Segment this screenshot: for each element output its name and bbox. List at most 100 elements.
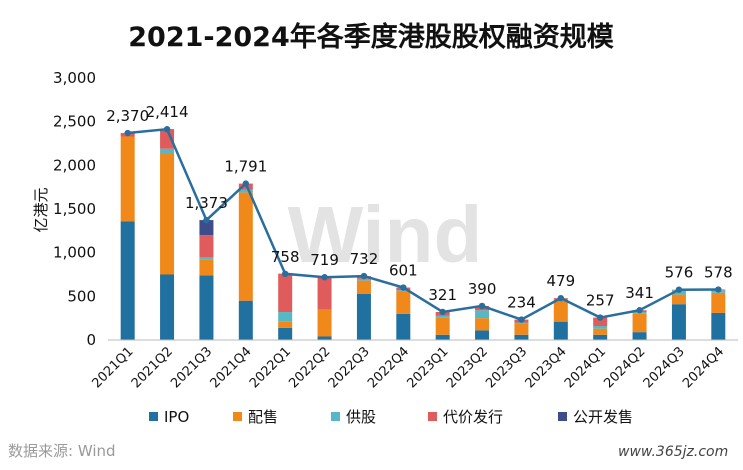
bar-segment	[711, 312, 726, 340]
bar-segment	[632, 332, 647, 340]
x-tick-label: 2024Q2	[601, 344, 648, 391]
bar-segment	[160, 153, 175, 275]
legend-label: 公开发售	[573, 408, 633, 426]
legend: IPO 配售 供股 代价发行 公开发售	[149, 408, 633, 426]
bar-segment	[514, 334, 529, 340]
legend-swatch	[331, 412, 340, 421]
bar-segment	[199, 259, 214, 276]
legend-swatch	[558, 412, 567, 421]
legend-label: 代价发行	[443, 408, 503, 426]
x-tick-label: 2023Q1	[404, 344, 451, 391]
bar-segment	[160, 148, 175, 154]
y-tick-label: 0	[86, 331, 96, 349]
bar-segment	[199, 275, 214, 340]
total-data-label: 719	[310, 251, 339, 269]
bar-segment	[120, 221, 135, 340]
total-point	[281, 270, 289, 278]
legend-label: 供股	[346, 408, 376, 426]
bar-segment	[475, 310, 490, 319]
x-tick-label: 2021Q4	[208, 344, 255, 391]
bar-segment	[278, 273, 293, 313]
x-tick-label: 2022Q1	[247, 344, 294, 391]
total-data-label: 1,791	[224, 158, 267, 176]
bar-segment	[593, 328, 608, 335]
bar-segment	[553, 300, 568, 322]
source-note: 数据来源: Wind	[8, 442, 116, 460]
bar-segment	[278, 321, 293, 328]
bar-segment	[593, 326, 608, 329]
total-point	[557, 294, 565, 302]
bar-segment	[278, 327, 293, 340]
bar-segment	[553, 321, 568, 340]
total-series-line	[127, 127, 719, 321]
bar-segment	[278, 312, 293, 322]
chart-title: 2021-2024年各季度港股股权融资规模	[128, 21, 614, 53]
total-data-label: 390	[468, 280, 497, 298]
bar-segment	[120, 136, 135, 222]
total-point	[242, 180, 250, 187]
total-data-label: 601	[389, 262, 418, 280]
total-data-label: 2,370	[106, 107, 149, 125]
x-tick-label: 2022Q2	[286, 344, 333, 391]
x-tick-label: 2024Q3	[641, 344, 688, 391]
bar-segment	[671, 304, 686, 340]
y-tick-label: 2,500	[53, 113, 96, 131]
bar-segment	[593, 317, 608, 327]
bar-segment	[238, 300, 253, 340]
total-data-label: 341	[625, 284, 654, 302]
x-axis: 2021Q12021Q22021Q32021Q42022Q12022Q22022…	[89, 339, 738, 391]
total-point	[439, 308, 446, 316]
total-data-label: 576	[665, 264, 694, 282]
total-point	[596, 314, 604, 321]
bar-segment	[356, 293, 371, 340]
total-data-label: 2,414	[146, 103, 189, 121]
total-data-label: 234	[507, 294, 536, 312]
x-tick-label: 2021Q3	[168, 344, 215, 391]
x-tick-label: 2024Q1	[562, 344, 609, 391]
bar-segment	[199, 220, 214, 236]
x-tick-label: 2023Q4	[523, 344, 570, 391]
bar-segment	[632, 313, 647, 333]
total-point	[203, 216, 210, 224]
bar-segment	[435, 315, 450, 318]
bar-segment	[514, 323, 529, 335]
bar-segment	[475, 330, 490, 340]
total-point	[675, 286, 683, 293]
legend-swatch	[428, 412, 437, 421]
x-tick-label: 2023Q3	[483, 344, 530, 391]
y-tick-label: 500	[67, 287, 96, 305]
bar-segment	[199, 257, 214, 260]
bar-segment	[317, 309, 332, 337]
legend-swatch	[149, 412, 158, 421]
bar-segment	[514, 322, 529, 324]
total-point	[163, 125, 171, 133]
bar-segment	[711, 292, 726, 313]
total-data-label: 758	[271, 248, 300, 266]
bar-segment	[671, 294, 686, 305]
total-point	[321, 274, 328, 281]
bar-segment	[396, 290, 411, 292]
bar-segment	[199, 235, 214, 258]
y-tick-label: 1,000	[53, 244, 96, 262]
x-tick-label: 2022Q3	[326, 344, 373, 391]
total-data-label: 257	[586, 292, 615, 310]
y-tick-label: 1,500	[53, 200, 96, 218]
legend-label: 配售	[248, 408, 278, 426]
y-tick-label: 3,000	[53, 69, 96, 87]
bar-segment	[356, 278, 371, 281]
bar-segment	[317, 277, 332, 310]
bar-segment	[435, 317, 450, 335]
total-point	[124, 129, 131, 137]
site-watermark: www.365jz.com	[618, 444, 728, 460]
total-point	[360, 272, 368, 280]
watermark: Wind	[288, 190, 483, 279]
x-tick-label: 2024Q4	[680, 344, 727, 391]
total-data-label: 732	[350, 250, 379, 268]
y-axis: 0 500 1,000 1,500 2,000 2,500 3,000	[53, 69, 96, 349]
bar-segment	[160, 274, 175, 340]
total-data-label: 578	[704, 264, 733, 282]
legend-swatch	[233, 412, 242, 421]
total-point	[518, 316, 525, 323]
